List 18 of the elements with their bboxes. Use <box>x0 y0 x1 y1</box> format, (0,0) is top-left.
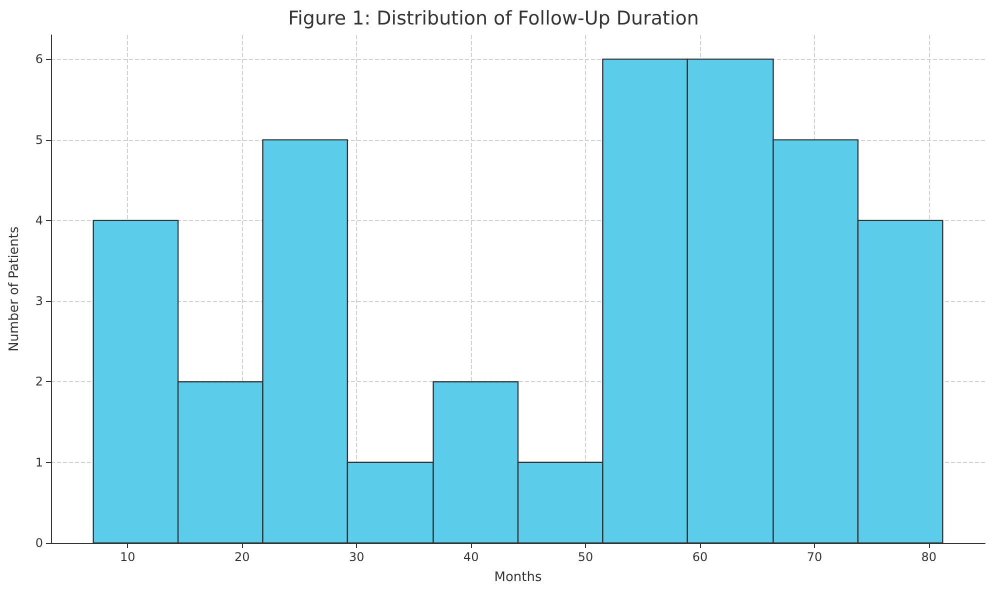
y-tick-label: 5 <box>35 132 43 147</box>
y-tick-label: 4 <box>35 213 43 228</box>
y-tick-label: 0 <box>35 536 43 550</box>
y-tick-label: 6 <box>35 52 43 66</box>
chart-title: Figure 1: Distribution of Follow-Up Duration <box>288 8 699 30</box>
x-tick-label: 60 <box>692 550 708 564</box>
x-tick-label: 20 <box>234 550 250 564</box>
x-tick-label: 50 <box>578 550 594 564</box>
x-axis-title: Months <box>494 570 542 585</box>
y-tick-label: 3 <box>35 294 43 308</box>
y-tick-label: 2 <box>35 374 43 389</box>
y-axis-title: Number of Patients <box>7 226 22 352</box>
y-tick-label: 1 <box>35 455 43 470</box>
x-tick-label: 10 <box>120 550 136 564</box>
x-tick-label: 40 <box>463 550 479 564</box>
x-tick-label: 70 <box>806 550 822 564</box>
x-tick-label: 30 <box>348 550 364 564</box>
x-tick-label: 80 <box>921 550 937 564</box>
